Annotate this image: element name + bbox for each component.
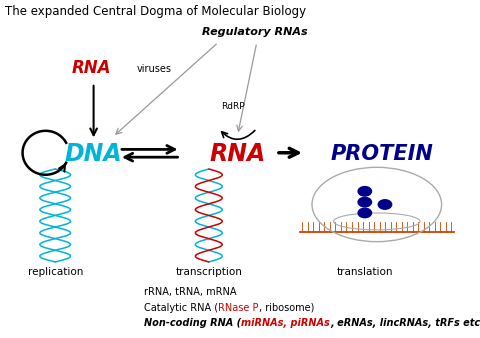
Text: replication: replication <box>27 267 83 277</box>
Text: RdRP: RdRP <box>221 102 245 111</box>
Circle shape <box>378 200 392 209</box>
Text: RNA: RNA <box>209 142 266 166</box>
Text: transcription: transcription <box>175 267 242 277</box>
Text: PROTEIN: PROTEIN <box>330 144 433 164</box>
Text: Non-coding RNA (: Non-coding RNA ( <box>144 318 241 328</box>
Text: Regulatory RNAs: Regulatory RNAs <box>202 27 307 37</box>
Text: RNA: RNA <box>72 58 111 77</box>
Circle shape <box>358 187 372 196</box>
Text: viruses: viruses <box>137 64 172 74</box>
Circle shape <box>358 197 372 207</box>
Circle shape <box>358 208 372 218</box>
Text: miRNAs, piRNAs: miRNAs, piRNAs <box>241 318 330 328</box>
Text: Catalytic RNA (: Catalytic RNA ( <box>144 303 218 313</box>
Text: The expanded Central Dogma of Molecular Biology: The expanded Central Dogma of Molecular … <box>5 5 306 18</box>
Text: translation: translation <box>336 267 393 277</box>
Text: RNase P: RNase P <box>218 303 259 313</box>
Text: DNA: DNA <box>65 142 122 166</box>
Text: rRNA, tRNA, mRNA: rRNA, tRNA, mRNA <box>144 287 237 297</box>
Text: , eRNAs, lincRNAs, tRFs etc): , eRNAs, lincRNAs, tRFs etc) <box>330 318 480 328</box>
Text: , ribosome): , ribosome) <box>259 303 314 313</box>
